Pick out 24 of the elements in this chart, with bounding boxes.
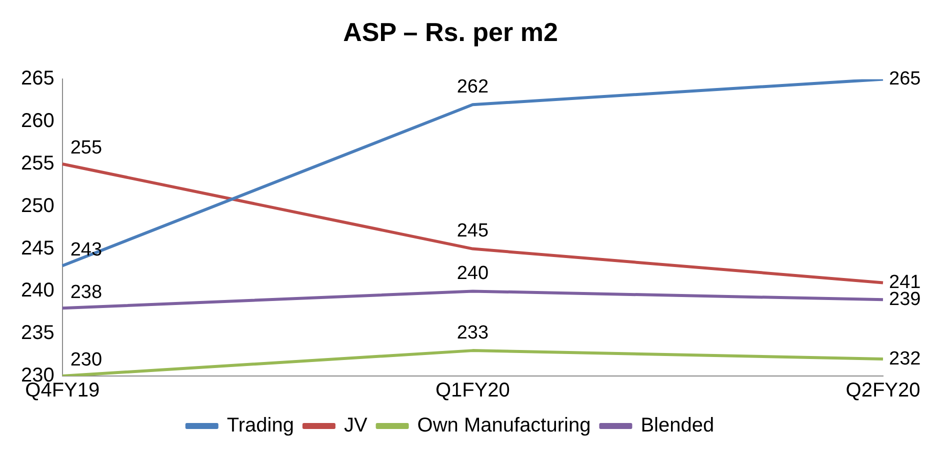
data-label: 255 [70, 138, 102, 159]
y-tick-label: 255 [20, 152, 54, 175]
data-label: 230 [70, 350, 102, 371]
data-label: 243 [70, 239, 102, 260]
data-label: 238 [70, 282, 102, 303]
data-label: 232 [889, 348, 921, 370]
legend-label: Trading [226, 414, 294, 437]
data-label: 245 [456, 220, 489, 242]
data-label: 265 [889, 68, 921, 90]
y-tick-label: 235 [20, 322, 54, 344]
x-tick-label: Q2FY20 [846, 380, 920, 402]
y-tick-label: 250 [20, 194, 54, 217]
y-tick-label: 240 [20, 280, 54, 302]
y-tick-label: 245 [20, 237, 54, 260]
data-label: 233 [456, 322, 489, 344]
chart-title: ASP – Rs. per m2 [343, 16, 558, 47]
legend-label: Blended [640, 414, 714, 437]
legend-label: Own Manufacturing [417, 414, 591, 437]
x-tick-label: Q1FY20 [435, 380, 510, 402]
y-tick-label: 260 [20, 110, 54, 132]
legend-label: JV [344, 414, 368, 437]
data-label: 240 [456, 262, 489, 284]
data-label: 262 [456, 76, 489, 98]
y-tick-label: 265 [20, 68, 54, 90]
